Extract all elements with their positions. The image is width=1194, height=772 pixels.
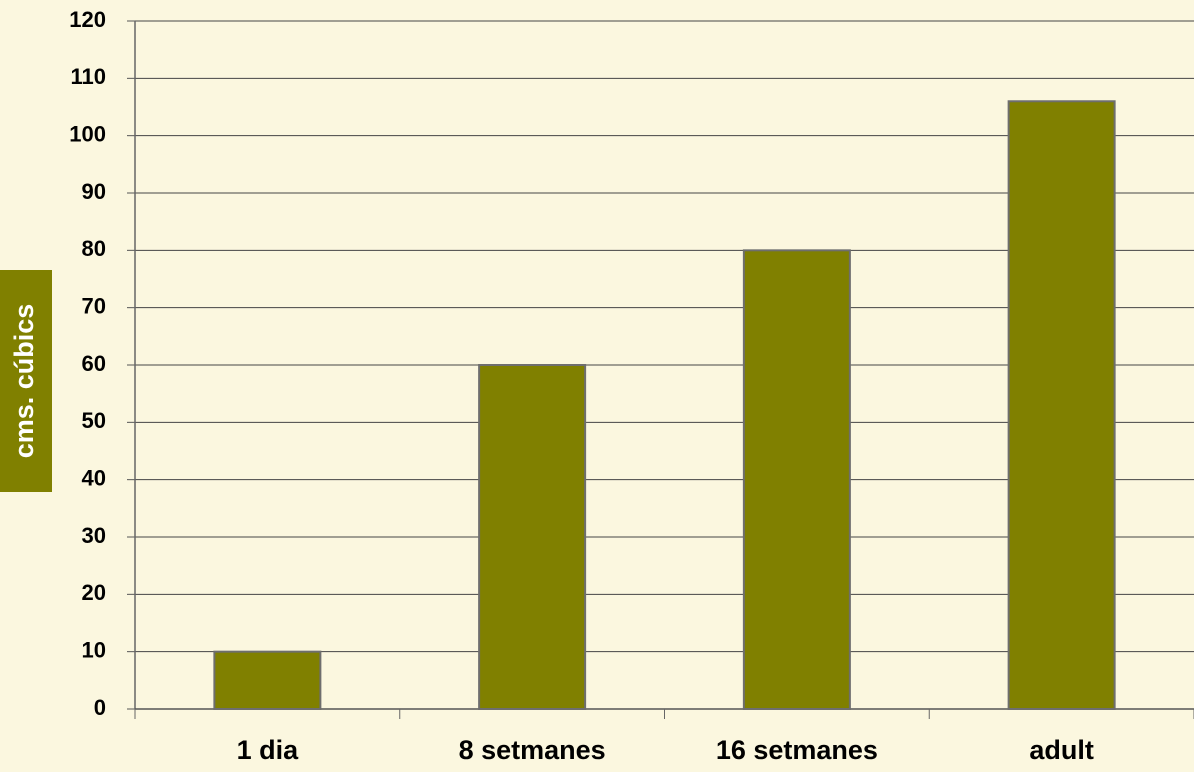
y-tick-label: 100 <box>69 121 106 146</box>
y-tick-label: 120 <box>69 7 106 32</box>
x-tick-label: 16 setmanes <box>716 735 878 765</box>
y-tick-label: 60 <box>82 351 106 376</box>
y-tick-label: 50 <box>82 408 106 433</box>
y-axis-label-box <box>0 270 52 492</box>
y-axis-label: cms. cúbics <box>9 304 39 459</box>
x-tick-label: 8 setmanes <box>459 735 606 765</box>
y-tick-label: 0 <box>94 695 106 720</box>
x-tick-label: adult <box>1029 735 1094 765</box>
bar <box>478 364 587 710</box>
y-tick-label: 30 <box>82 523 106 548</box>
y-tick-label: 20 <box>82 580 106 605</box>
y-tick-label: 40 <box>82 465 106 490</box>
bar <box>213 650 322 711</box>
y-tick-label: 90 <box>82 179 106 204</box>
y-tick-label: 110 <box>71 64 107 89</box>
y-tick-label: 10 <box>82 637 106 662</box>
bar <box>742 249 851 710</box>
x-tick-label: 1 dia <box>237 735 300 765</box>
y-tick-label: 80 <box>82 236 106 261</box>
bar <box>1007 100 1116 711</box>
y-tick-label: 70 <box>82 293 106 318</box>
